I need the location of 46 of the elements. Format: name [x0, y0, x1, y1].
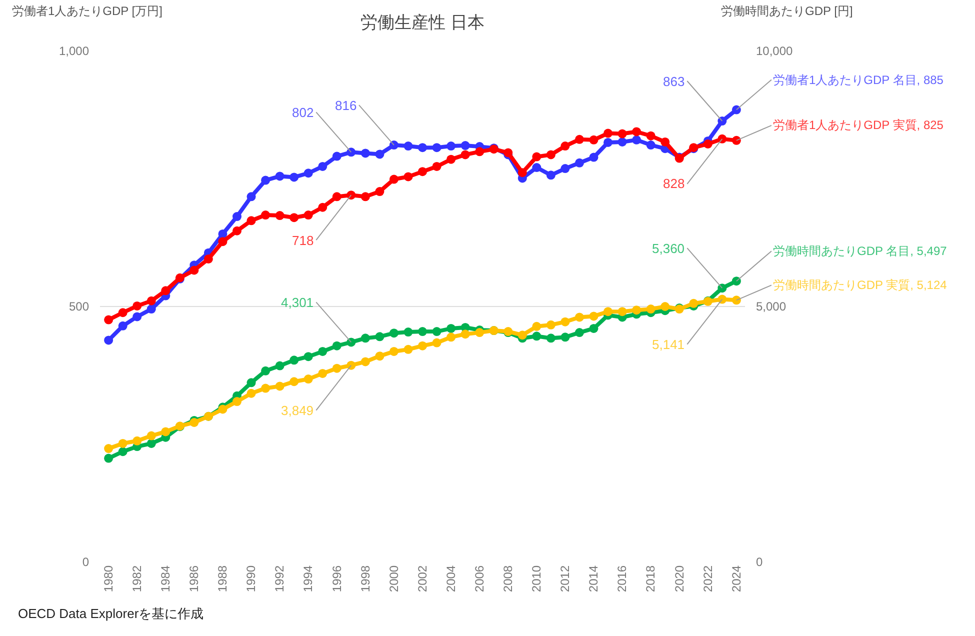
y2-tick-label: 0 — [756, 555, 763, 570]
chart-title: 労働生産性 日本 — [360, 12, 484, 32]
y2-tick-label: 5,000 — [756, 300, 786, 314]
data-label: 労働時間あたりGDP 実質, 5,124 — [773, 278, 948, 292]
x-tick-label: 2018 — [644, 565, 658, 592]
x-tick-label: 1982 — [130, 565, 144, 592]
x-tick-label: 1994 — [301, 565, 316, 592]
data-label: 労働時間あたりGDP 名目, 5,497 — [773, 244, 948, 258]
y-axis-title: 労働者1人あたりGDP [万円] — [12, 4, 162, 18]
data-label: 5,360 — [652, 241, 685, 256]
x-tick-label: 1990 — [244, 565, 258, 592]
x-tick-label: 1996 — [330, 565, 344, 592]
x-tick-label: 2022 — [700, 565, 715, 592]
y-tick-label: 500 — [68, 300, 90, 314]
x-tick-label: 1998 — [358, 565, 372, 592]
x-tick-label: 2000 — [386, 565, 401, 592]
data-label: 718 — [292, 233, 314, 248]
x-tick-label: 2010 — [530, 565, 544, 592]
x-tick-label: 1992 — [272, 565, 287, 592]
x-tick-label: 2014 — [586, 565, 601, 592]
x-tick-label: 2024 — [729, 565, 744, 592]
x-tick-label: 2004 — [444, 565, 458, 592]
data-label: 労働者1人あたりGDP 実質, 825 — [773, 118, 944, 132]
x-tick-label: 1988 — [216, 565, 230, 592]
x-tick-label: 2006 — [472, 565, 486, 592]
data-label: 816 — [335, 98, 357, 113]
y-tick-label: 1,000 — [58, 44, 90, 58]
x-tick-label: 2016 — [615, 565, 630, 592]
x-tick-label: 2008 — [501, 565, 516, 592]
data-label: 3,849 — [281, 403, 314, 418]
data-label: 5,141 — [652, 337, 685, 352]
data-label: 労働者1人あたりGDP 名目, 885 — [773, 73, 944, 87]
x-tick-label: 1986 — [187, 565, 202, 592]
data-label: 802 — [292, 105, 314, 120]
text: OECD Data Explorerを基に作成 — [18, 606, 204, 621]
data-label: 4,301 — [281, 295, 314, 310]
x-tick-label: 1980 — [101, 565, 116, 592]
data-label: 828 — [663, 176, 685, 191]
x-tick-label: 1984 — [158, 565, 173, 592]
data-label: 863 — [663, 74, 685, 89]
y-tick-label: 0 — [82, 555, 90, 570]
x-tick-label: 2012 — [558, 565, 572, 592]
y2-axis-title: 労働時間あたりGDP [円] — [721, 4, 853, 18]
x-tick-label: 2020 — [672, 565, 686, 592]
y2-tick-label: 10,000 — [756, 44, 794, 58]
x-tick-label: 2002 — [415, 565, 430, 592]
